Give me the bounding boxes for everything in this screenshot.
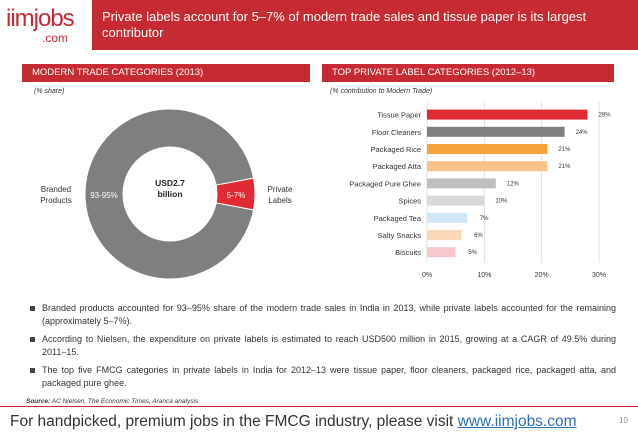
footer: For handpicked, premium jobs in the FMCG…	[10, 413, 577, 431]
slide-title: Private labels account for 5–7% of moder…	[102, 9, 587, 40]
slice-private-labels	[215, 177, 256, 211]
category-label: Floor Cleaners	[372, 128, 421, 137]
bar	[427, 247, 456, 258]
source-label: Source:	[26, 398, 51, 405]
bullet-marker-icon	[30, 337, 35, 342]
center-label: USD2.7	[155, 178, 185, 188]
bar	[427, 195, 485, 206]
category-label: Packaged Rice	[371, 145, 421, 154]
bar	[427, 212, 468, 223]
bar	[427, 126, 565, 137]
footer-divider	[0, 406, 638, 407]
bar	[427, 178, 496, 189]
category-label: Tissue Paper	[377, 111, 421, 120]
slice-category-label: Products	[40, 196, 72, 205]
logo-tld: .com	[41, 31, 68, 45]
x-tick-label: 30%	[592, 272, 606, 279]
bar-value-label: 24%	[576, 130, 589, 136]
bullet-marker-icon	[30, 306, 35, 311]
x-tick-label: 10%	[477, 272, 491, 279]
bar-value-label: 10%	[495, 199, 508, 205]
slide-title-bar: Private labels account for 5–7% of moder…	[92, 0, 638, 50]
right-section-header: TOP PRIVATE LABEL CATEGORIES (2012–13)	[322, 64, 614, 82]
bar-value-label: 12%	[507, 181, 520, 187]
bullet-item: According to Nielsen, the expenditure on…	[26, 333, 616, 359]
slice-value-label: 5-7%	[227, 191, 246, 200]
left-section-header: MODERN TRADE CATEGORIES (2013)	[22, 64, 310, 82]
bar	[427, 109, 588, 120]
source-note: Source: AC Nielsen, The Economic Times, …	[26, 398, 198, 405]
bar	[427, 161, 548, 172]
slice-category-label: Labels	[268, 196, 292, 205]
right-chart-note: (% contribution to Modern Trade)	[330, 88, 433, 95]
category-label: Packaged Atta	[373, 162, 422, 171]
logo-brand: iimjobs	[6, 5, 75, 32]
right-section-title: TOP PRIVATE LABEL CATEGORIES (2012–13)	[332, 67, 536, 78]
bar-value-label: 6%	[474, 233, 483, 239]
x-tick-label: 0%	[422, 272, 432, 279]
footer-link[interactable]: www.iimjobs.com	[457, 413, 577, 430]
bar	[427, 230, 462, 240]
bar-chart: 0% 10% 20% 30% Tissue Paper 28% Floor Cleaners…	[349, 102, 612, 279]
bar	[427, 144, 548, 154]
page-number: 10	[619, 416, 628, 425]
bar-value-label: 21%	[558, 147, 571, 153]
footer-text: For handpicked, premium jobs in the FMCG…	[10, 413, 458, 430]
center-label: billion	[157, 189, 182, 199]
bar-value-label: 28%	[599, 113, 612, 119]
bar-value-label: 5%	[468, 250, 477, 256]
bullet-marker-icon	[30, 368, 35, 373]
bar-value-label: 7%	[480, 216, 489, 222]
category-label: Packaged Pure Ghee	[349, 179, 421, 188]
bar-value-label: 21%	[558, 164, 571, 170]
source-text: AC Nielsen, The Economic Times, Aranca a…	[51, 398, 199, 405]
bullet-list: Branded products accounted for 93–95% sh…	[26, 302, 616, 395]
category-label: Biscuits	[395, 248, 421, 257]
slice-category-label: Private	[268, 185, 293, 194]
slice-category-label: Branded	[41, 185, 71, 194]
left-section-title: MODERN TRADE CATEGORIES (2013)	[32, 67, 204, 78]
slice-branded-products	[84, 108, 255, 280]
brand-logo: iimjobs .com	[6, 6, 82, 50]
category-label: Packaged Tea	[374, 214, 422, 223]
bullet-item: The top five FMCG categories in private …	[26, 364, 616, 390]
x-tick-label: 20%	[535, 272, 549, 279]
left-chart-note: (% share)	[34, 88, 65, 95]
bullet-item: Branded products accounted for 93–95% sh…	[26, 302, 616, 328]
category-label: Salty Snacks	[378, 231, 422, 240]
category-label: Spices	[398, 197, 421, 206]
slice-value-label: 93-95%	[90, 191, 118, 200]
